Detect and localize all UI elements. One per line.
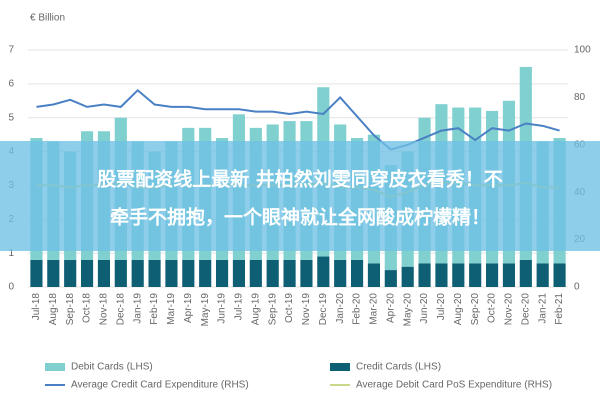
y2-tick-label: 80 xyxy=(574,92,586,103)
legend-swatch xyxy=(45,363,65,371)
bar xyxy=(266,259,279,287)
bar xyxy=(384,270,397,287)
bar xyxy=(485,263,499,287)
bar xyxy=(317,256,330,287)
x-tick-label: Aug-19 xyxy=(250,293,261,326)
bar xyxy=(97,259,111,287)
x-tick-label: Jan-19 xyxy=(132,293,143,324)
legend-label: Debit Cards (LHS) xyxy=(71,362,153,373)
bar xyxy=(114,259,127,287)
x-tick-label: Aug-20 xyxy=(453,293,464,326)
bar xyxy=(148,259,161,287)
bar xyxy=(553,263,566,287)
x-tick-label: Feb-20 xyxy=(352,293,363,325)
y-tick-label: 0 xyxy=(8,282,14,293)
y2-tick-label: 0 xyxy=(574,282,580,293)
x-tick-label: Mar-19 xyxy=(166,293,177,325)
bar xyxy=(536,263,549,287)
x-tick-label: Feb-21 xyxy=(554,293,565,325)
bar xyxy=(131,259,144,287)
bar xyxy=(215,259,229,287)
bar xyxy=(47,259,60,287)
y-axis-label: € Billion xyxy=(30,13,65,24)
banner-text: 股票配资线上最新 井柏然刘雯同穿皮衣看秀！不 xyxy=(97,168,503,191)
bar xyxy=(182,259,195,287)
x-tick-label: May-20 xyxy=(402,293,413,327)
x-tick-label: Jun-20 xyxy=(419,293,430,324)
bar xyxy=(80,259,94,287)
x-tick-label: Sep-20 xyxy=(470,293,481,326)
legend-label: Average Credit Card Expenditure (RHS) xyxy=(71,380,249,391)
line xyxy=(36,88,560,151)
x-tick-label: Jul-18 xyxy=(31,293,42,321)
bar xyxy=(452,263,465,287)
x-tick-label: Dec-18 xyxy=(115,293,126,326)
bar xyxy=(64,259,77,287)
bar xyxy=(350,259,364,287)
bar xyxy=(300,259,313,287)
bar xyxy=(367,263,381,287)
y2-tick-label: 100 xyxy=(574,45,591,56)
x-tick-label: Dec-20 xyxy=(520,293,531,326)
x-tick-label: Oct-20 xyxy=(487,293,498,323)
x-tick-label: Apr-19 xyxy=(183,293,194,323)
x-tick-label: Nov-18 xyxy=(99,293,110,326)
bar xyxy=(30,259,43,287)
legend-label: Average Debit Card PoS Expenditure (RHS) xyxy=(356,380,552,391)
bar xyxy=(249,259,262,287)
x-tick-label: Dec-19 xyxy=(318,293,329,326)
bar xyxy=(199,259,212,287)
x-tick-label: Feb-19 xyxy=(149,293,160,325)
banner xyxy=(0,141,600,251)
legend-label: Credit Cards (LHS) xyxy=(356,362,441,373)
bar xyxy=(418,263,431,287)
x-tick-label: Jul-19 xyxy=(234,293,245,321)
x-tick-label: Jan-21 xyxy=(537,293,548,324)
bar xyxy=(519,259,532,287)
x-tick-label: Mar-20 xyxy=(369,293,380,325)
bar xyxy=(283,259,296,287)
banner-text: 牵手不拥抱，一个眼神就让全网酸成柠檬精！ xyxy=(110,206,490,229)
x-tick-label: Nov-20 xyxy=(504,293,515,326)
legend-swatch xyxy=(330,363,350,371)
x-tick-label: Jun-19 xyxy=(217,293,228,324)
x-tick-label: Sep-19 xyxy=(267,293,278,326)
y-tick-label: 7 xyxy=(8,45,14,56)
bar xyxy=(232,259,246,287)
x-tick-label: Oct-19 xyxy=(284,293,295,323)
x-tick-label: Aug-18 xyxy=(48,293,59,326)
x-tick-label: Oct-18 xyxy=(82,293,93,323)
x-tick-label: May-19 xyxy=(200,293,211,327)
y-tick-label: 5 xyxy=(8,112,14,123)
x-tick-label: Apr-20 xyxy=(385,293,396,323)
bar xyxy=(165,259,178,287)
y-tick-label: 6 xyxy=(8,78,14,89)
x-tick-label: Sep-18 xyxy=(65,293,76,326)
bar xyxy=(469,263,482,287)
x-tick-label: Jan-20 xyxy=(335,293,346,324)
y-tick-label: 1 xyxy=(8,248,14,259)
bar xyxy=(435,263,448,287)
x-tick-label: Jul-20 xyxy=(436,293,447,321)
bar xyxy=(502,263,516,287)
bar xyxy=(334,259,347,287)
x-tick-label: Nov-19 xyxy=(301,293,312,326)
bar xyxy=(401,266,414,287)
